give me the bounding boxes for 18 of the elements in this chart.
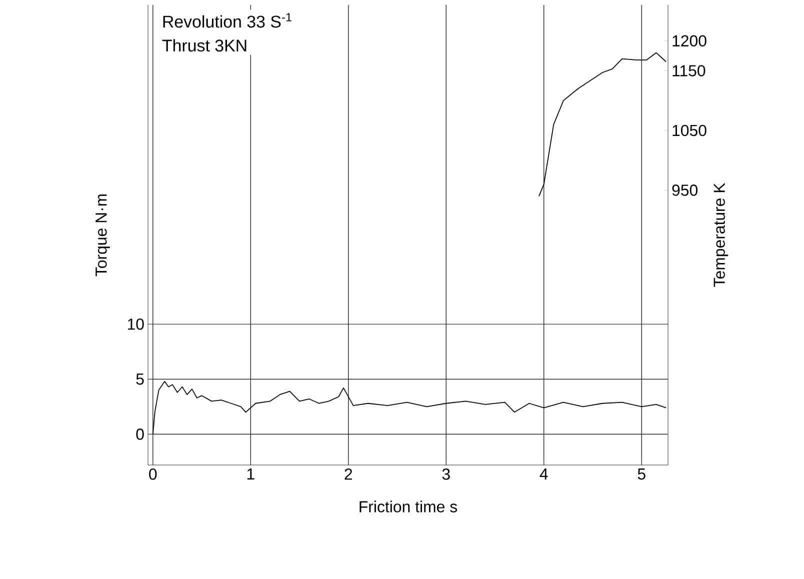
x-tick-label: 3 xyxy=(442,468,450,480)
annotation: Revolution 33 S$^{-1}$ xyxy=(163,13,292,28)
y-axis-title: Torque N·m xyxy=(96,194,110,276)
x-tick-label: 0 xyxy=(149,468,157,480)
annotation: Thrust 3KN xyxy=(162,39,246,52)
y2-axis-title: Temperature K xyxy=(714,182,728,287)
x-tick-label: 2 xyxy=(344,468,352,480)
x-tick-label: 4 xyxy=(540,468,548,480)
y-tick-label: 0 xyxy=(136,428,144,440)
y2-tick-label: 950 xyxy=(672,184,698,196)
x-axis-title: Friction time s xyxy=(360,500,458,512)
x-tick-label: 5 xyxy=(638,468,646,480)
y-tick-label: 5 xyxy=(136,374,144,385)
y2-tick-label: 1200 xyxy=(672,35,706,46)
y2-tick-label: 1150 xyxy=(672,65,706,76)
x-tick-label: 1 xyxy=(247,468,254,480)
y-tick-label: 10 xyxy=(128,318,144,330)
y2-tick-label: 1050 xyxy=(672,124,706,136)
